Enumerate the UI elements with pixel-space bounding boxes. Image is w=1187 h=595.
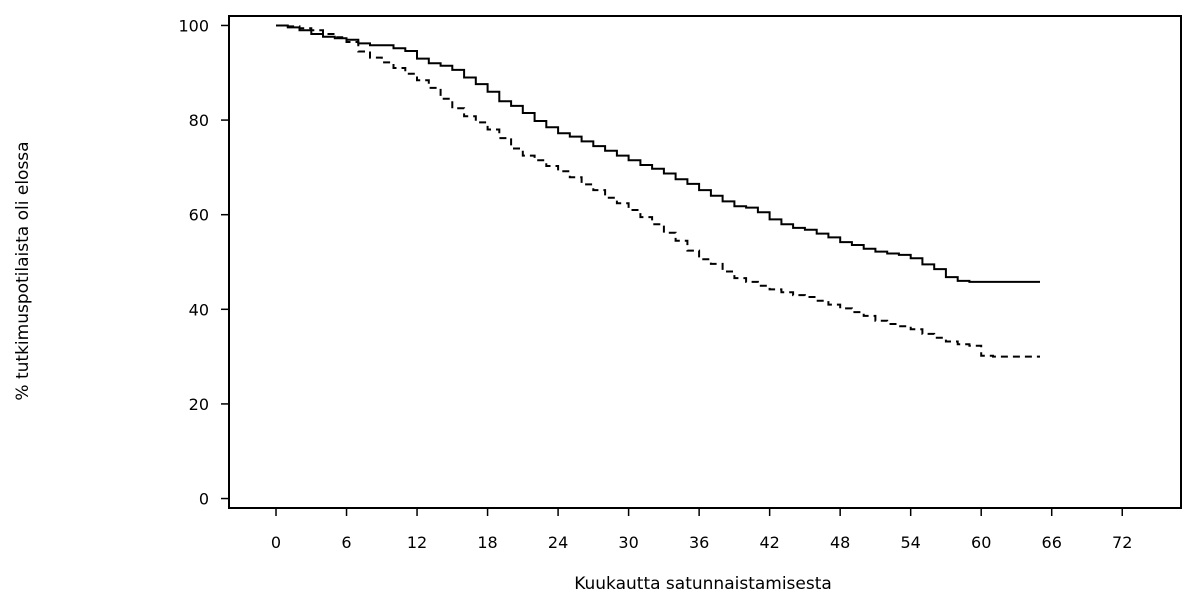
x-tick-label: 30 (618, 533, 638, 552)
x-tick-label: 60 (971, 533, 991, 552)
x-tick-label: 54 (900, 533, 920, 552)
dashed-survival-curve (276, 24, 1040, 358)
y-tick-label: 20 (189, 395, 209, 414)
solid-survival-curve (276, 24, 1040, 283)
y-axis-title: % tutkimuspotilaista oli elossa (13, 141, 33, 400)
y-tick-label: 100 (178, 16, 209, 35)
x-tick-label: 6 (341, 533, 351, 552)
x-tick-label: 48 (830, 533, 850, 552)
plot-area: 0 20 40 60 80 100 0 6 12 18 24 30 36 42 48 54 60 66 72 (178, 15, 1182, 552)
x-tick-label: 36 (689, 533, 709, 552)
y-tick-label: 80 (189, 111, 209, 130)
plot-frame (228, 15, 1182, 509)
x-tick-label: 42 (759, 533, 779, 552)
x-tick-label: 12 (407, 533, 427, 552)
y-tick-label: 0 (199, 490, 209, 509)
x-tick-label: 24 (548, 533, 568, 552)
y-tick-label: 60 (189, 206, 209, 225)
x-tick-label: 18 (477, 533, 497, 552)
x-tick-label: 0 (271, 533, 281, 552)
y-tick-label: 40 (189, 300, 209, 319)
x-tick-label: 66 (1042, 533, 1062, 552)
x-tick-label: 72 (1112, 533, 1132, 552)
x-axis-title: Kuukautta satunnaistamisesta (574, 574, 832, 594)
